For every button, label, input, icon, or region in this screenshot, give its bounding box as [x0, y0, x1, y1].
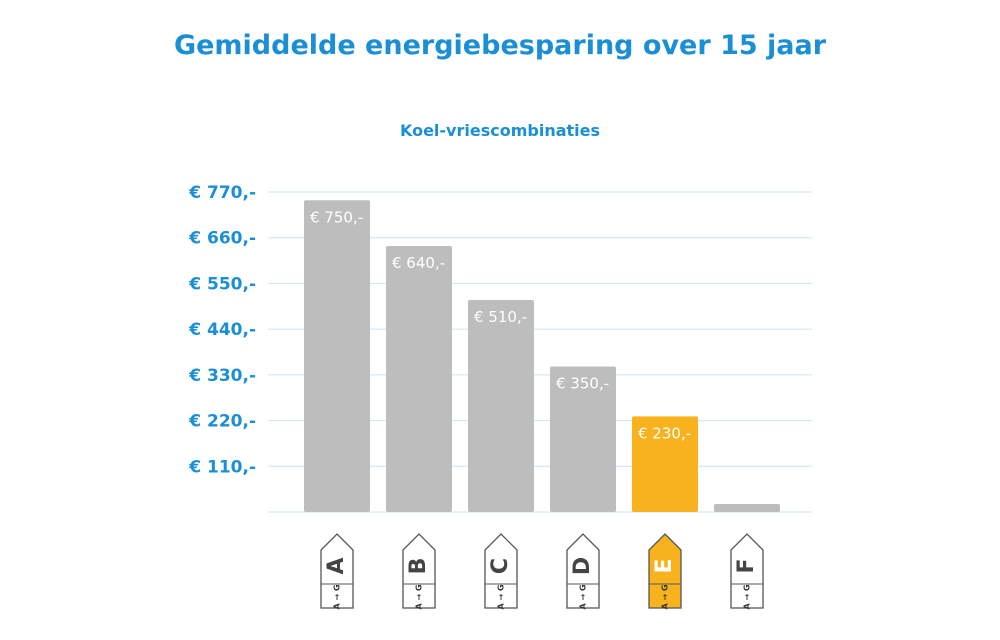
- energy-class-tag-e: E A → G: [648, 533, 682, 610]
- tag-shape: [402, 533, 436, 609]
- tag-shape: [484, 533, 518, 609]
- y-axis-tick-labels: € 110,- € 220,- € 330,- € 440,- € 550,- € 660…: [188, 183, 256, 477]
- chart-title: Gemiddelde energiebesparing over 15 jaar: [173, 30, 827, 61]
- data-label-a: € 750,-: [310, 208, 363, 226]
- y-tick-label: € 220,-: [188, 412, 256, 432]
- bar-b: [386, 246, 452, 512]
- y-tick-label: € 660,-: [188, 229, 256, 249]
- data-label-c: € 510,-: [474, 308, 527, 326]
- energy-class-labels: A A → G B A → G C A → G D A → G E A → G F A → G: [320, 533, 764, 610]
- energy-class-tag-d: D A → G: [566, 533, 600, 610]
- tag-scale-text: A → G: [743, 584, 752, 609]
- tag-letter: D: [570, 557, 595, 575]
- energy-class-tag-c: C A → G: [484, 533, 518, 610]
- tag-scale-text: A → G: [579, 584, 588, 609]
- bar-data-labels: € 750,- € 640,- € 510,- € 350,- € 230,-: [310, 208, 691, 442]
- tag-letter: C: [488, 558, 513, 574]
- data-label-e: € 230,-: [638, 424, 691, 442]
- tag-shape: [320, 533, 354, 609]
- tag-scale-text: A → G: [497, 584, 506, 609]
- tag-letter: B: [406, 558, 431, 575]
- tag-scale-text: A → G: [415, 584, 424, 609]
- bar-c: [468, 300, 534, 512]
- bar-a: [304, 200, 370, 512]
- tag-letter: E: [652, 558, 677, 573]
- data-label-d: € 350,-: [556, 375, 609, 393]
- data-label-b: € 640,-: [392, 254, 445, 272]
- tag-letter: F: [734, 558, 759, 573]
- tag-letter: A: [324, 557, 349, 574]
- y-tick-label: € 550,-: [188, 274, 256, 294]
- energy-class-tag-b: B A → G: [402, 533, 436, 610]
- y-tick-label: € 770,-: [188, 183, 256, 203]
- chart-subtitle: Koel-vriescombinaties: [399, 121, 601, 140]
- tag-shape: [566, 533, 600, 609]
- y-tick-label: € 330,-: [188, 366, 256, 386]
- y-tick-label: € 110,-: [188, 457, 256, 477]
- bars: [304, 200, 780, 512]
- tag-shape: [730, 533, 764, 609]
- y-tick-label: € 440,-: [188, 320, 256, 340]
- energy-class-tag-a: A A → G: [320, 533, 354, 610]
- tag-scale-text: A → G: [333, 584, 342, 609]
- tag-scale-text: A → G: [661, 584, 670, 609]
- bar-e: [632, 416, 698, 512]
- energy-class-tag-f: F A → G: [730, 533, 764, 610]
- tag-shape: [648, 533, 682, 609]
- bar-f: [714, 504, 780, 512]
- bar-d: [550, 366, 616, 512]
